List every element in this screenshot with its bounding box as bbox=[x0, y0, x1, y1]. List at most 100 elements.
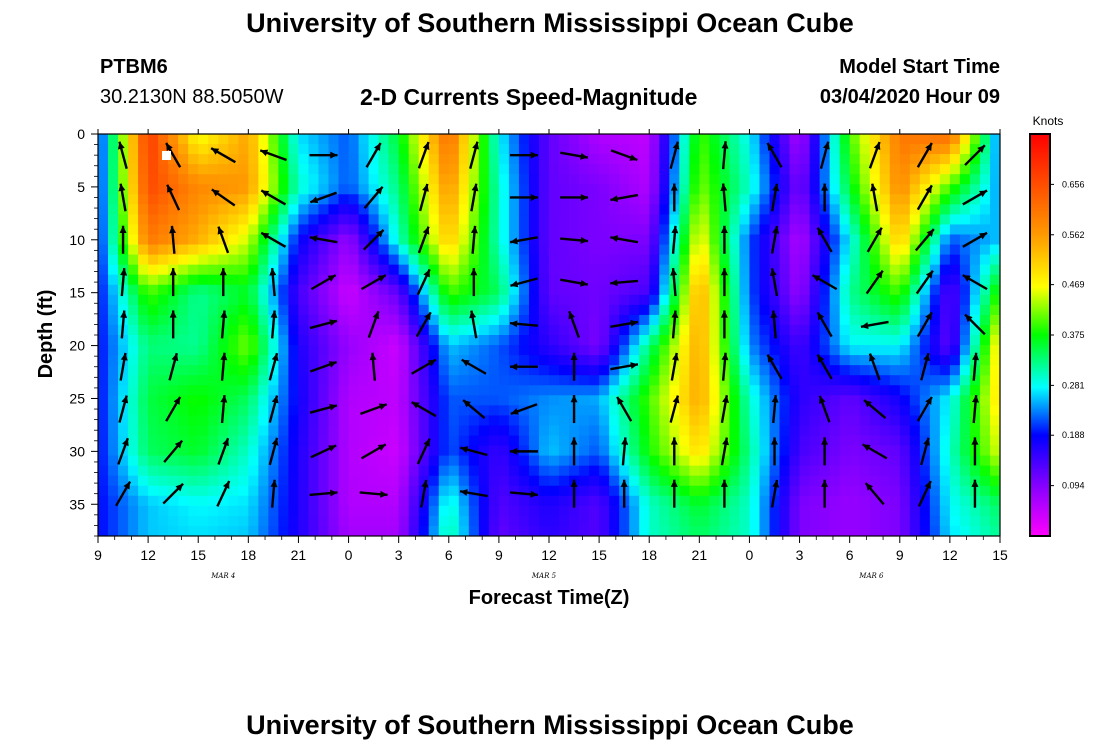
heatmap-cell bbox=[538, 415, 550, 427]
heatmap-cell bbox=[659, 495, 670, 507]
heatmap-cell bbox=[258, 525, 269, 536]
heatmap-cell bbox=[699, 314, 710, 326]
heatmap-cell bbox=[629, 405, 640, 416]
heatmap-cell bbox=[749, 435, 761, 447]
heatmap-cell bbox=[358, 505, 370, 517]
heatmap-cell bbox=[879, 184, 891, 195]
heatmap-cell bbox=[158, 415, 169, 427]
heatmap-cell bbox=[498, 314, 510, 326]
heatmap-cell bbox=[518, 405, 530, 416]
heatmap-cell bbox=[278, 194, 290, 205]
heatmap-cell bbox=[198, 455, 209, 467]
heatmap-cell bbox=[218, 144, 229, 155]
heatmap-cell bbox=[308, 204, 320, 215]
heatmap-cell bbox=[699, 495, 710, 507]
heatmap-cell bbox=[448, 445, 460, 457]
heatmap-cell bbox=[819, 214, 831, 226]
current-vector bbox=[766, 354, 783, 380]
heatmap-cell bbox=[478, 395, 490, 406]
heatmap-cell bbox=[348, 254, 360, 266]
heatmap-cell bbox=[799, 194, 811, 205]
heatmap-cell bbox=[549, 355, 560, 366]
heatmap-cell bbox=[518, 254, 530, 266]
heatmap-cell bbox=[639, 274, 650, 286]
heatmap-cell bbox=[549, 284, 560, 296]
heatmap-cell bbox=[739, 435, 751, 447]
heatmap-cell bbox=[829, 365, 841, 376]
heatmap-cell bbox=[508, 134, 520, 145]
heatmap-cell bbox=[348, 244, 360, 256]
heatmap-cell bbox=[238, 515, 249, 527]
heatmap-cell bbox=[989, 264, 1000, 276]
heatmap-cell bbox=[148, 445, 159, 457]
heatmap-cell bbox=[488, 264, 500, 276]
current-vector bbox=[220, 395, 228, 424]
heatmap-cell bbox=[809, 214, 821, 226]
heatmap-cell bbox=[148, 154, 159, 165]
heatmap-cell bbox=[819, 335, 831, 346]
heatmap-cell bbox=[418, 335, 430, 346]
heatmap-cell bbox=[709, 415, 720, 427]
heatmap-cell bbox=[368, 154, 380, 165]
heatmap-cell bbox=[849, 405, 861, 416]
heatmap-cell bbox=[498, 234, 510, 246]
heatmap-cell bbox=[278, 435, 290, 447]
heatmap-cell bbox=[869, 144, 881, 155]
heatmap-cell bbox=[428, 324, 440, 336]
heatmap-cell bbox=[108, 254, 119, 266]
heatmap-cell bbox=[759, 184, 771, 195]
heatmap-cell bbox=[929, 314, 941, 326]
heatmap-cell bbox=[969, 314, 981, 326]
heatmap-cell bbox=[649, 144, 660, 155]
heatmap-cell bbox=[619, 425, 630, 437]
heatmap-cell bbox=[178, 184, 189, 195]
heatmap-cell bbox=[348, 515, 360, 527]
heatmap-cell bbox=[268, 455, 279, 467]
heatmap-cell bbox=[238, 294, 249, 306]
heatmap-cell bbox=[689, 304, 700, 316]
heatmap-cell bbox=[839, 345, 851, 356]
heatmap-cell bbox=[338, 445, 350, 457]
heatmap-cell bbox=[208, 455, 219, 467]
heatmap-cell bbox=[589, 144, 600, 155]
heatmap-cell bbox=[398, 485, 410, 497]
heatmap-cell bbox=[559, 324, 570, 336]
heatmap-cell bbox=[528, 385, 540, 396]
heatmap-cell bbox=[278, 134, 290, 145]
heatmap-cell bbox=[148, 204, 159, 215]
heatmap-cell bbox=[198, 405, 209, 416]
heatmap-cell bbox=[889, 164, 901, 175]
heatmap-cell bbox=[629, 214, 640, 226]
heatmap-cell bbox=[488, 335, 500, 346]
heatmap-cell bbox=[348, 345, 360, 356]
heatmap-cell bbox=[338, 324, 350, 336]
heatmap-cell bbox=[859, 324, 871, 336]
heatmap-cell bbox=[739, 224, 751, 236]
heatmap-cell bbox=[508, 284, 520, 296]
heatmap-cell bbox=[128, 475, 139, 487]
heatmap-cell bbox=[569, 465, 580, 477]
heatmap-cell bbox=[408, 485, 420, 497]
heatmap-cell bbox=[208, 435, 219, 447]
heatmap-cell bbox=[418, 465, 430, 477]
heatmap-cell bbox=[849, 234, 861, 246]
heatmap-cell bbox=[839, 154, 851, 165]
heatmap-cell bbox=[238, 355, 249, 366]
heatmap-cell bbox=[639, 184, 650, 195]
heatmap-cell bbox=[178, 144, 189, 155]
heatmap-cell bbox=[589, 425, 600, 437]
heatmap-cell bbox=[178, 164, 189, 175]
heatmap-cell bbox=[298, 244, 310, 256]
heatmap-cell bbox=[518, 244, 530, 256]
heatmap-cell bbox=[589, 415, 600, 427]
current-vector bbox=[168, 352, 179, 381]
heatmap-cell bbox=[418, 475, 430, 487]
heatmap-cell bbox=[538, 515, 550, 527]
heatmap-cell bbox=[108, 134, 119, 145]
heatmap-cell bbox=[569, 274, 580, 286]
heatmap-cell bbox=[428, 264, 440, 276]
heatmap-cell bbox=[408, 345, 420, 356]
heatmap-cell bbox=[969, 465, 981, 477]
heatmap-cell bbox=[208, 355, 219, 366]
heatmap-cell bbox=[559, 345, 570, 356]
